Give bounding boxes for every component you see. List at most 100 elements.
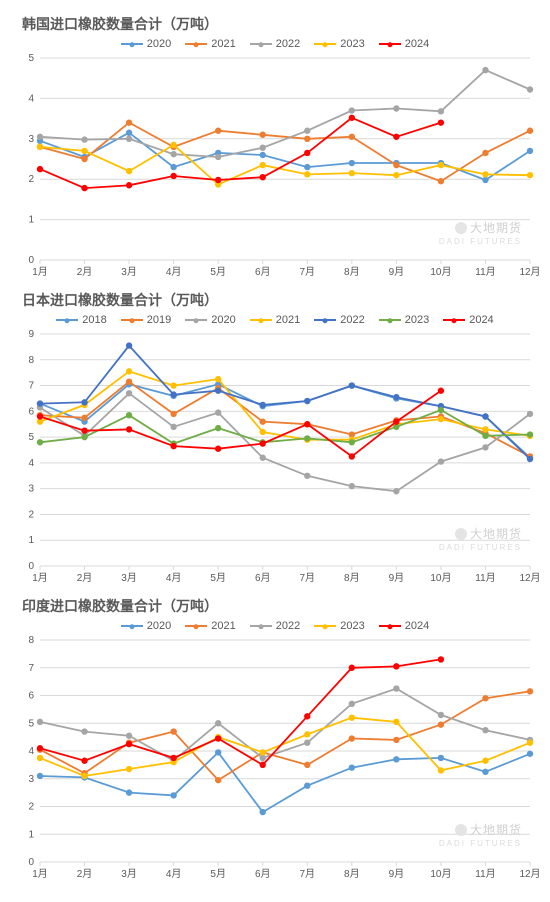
svg-text:2月: 2月 (77, 572, 93, 584)
svg-text:6月: 6月 (255, 572, 271, 584)
svg-text:3: 3 (28, 774, 34, 785)
legend-item: 2021 (185, 620, 235, 632)
chart-plot: 01234567891月2月3月4月5月6月7月8月9月10月11月12月 (10, 328, 540, 588)
svg-text:0: 0 (28, 857, 34, 868)
svg-text:3月: 3月 (121, 572, 137, 584)
svg-text:0: 0 (28, 255, 34, 266)
legend-swatch (121, 319, 143, 321)
svg-text:1: 1 (28, 535, 34, 546)
svg-text:9月: 9月 (389, 266, 405, 278)
legend-label: 2020 (211, 314, 235, 326)
legend-item: 2022 (250, 38, 300, 50)
svg-text:1: 1 (28, 215, 34, 226)
legend-item: 2022 (250, 620, 300, 632)
legend-item: 2019 (121, 314, 171, 326)
svg-text:11月: 11月 (475, 572, 495, 584)
legend-swatch (250, 43, 272, 45)
legend-swatch (443, 319, 465, 321)
legend-label: 2020 (147, 620, 171, 632)
legend-swatch (379, 319, 401, 321)
svg-text:4月: 4月 (166, 266, 182, 278)
svg-text:2月: 2月 (77, 868, 93, 880)
svg-text:4: 4 (28, 458, 34, 469)
svg-text:7: 7 (28, 381, 34, 392)
legend-label: 2019 (147, 314, 171, 326)
legend-swatch (185, 319, 207, 321)
svg-text:6月: 6月 (255, 266, 271, 278)
svg-text:3: 3 (28, 134, 34, 145)
svg-text:9: 9 (28, 329, 34, 340)
svg-text:8月: 8月 (344, 266, 360, 278)
svg-text:7月: 7月 (299, 266, 315, 278)
legend-swatch (379, 625, 401, 627)
svg-text:9月: 9月 (389, 572, 405, 584)
legend-swatch (185, 43, 207, 45)
legend-item: 2022 (314, 314, 364, 326)
svg-text:1月: 1月 (32, 572, 48, 584)
svg-text:4月: 4月 (166, 572, 182, 584)
chart-0: 韩国进口橡胶数量合计（万吨）20202021202220232024012345… (10, 14, 540, 282)
legend-label: 2023 (340, 38, 364, 50)
legend-item: 2024 (443, 314, 493, 326)
svg-text:3: 3 (28, 484, 34, 495)
svg-text:5: 5 (28, 53, 34, 64)
legend-item: 2023 (379, 314, 429, 326)
legend-label: 2022 (340, 314, 364, 326)
legend-label: 2024 (469, 314, 493, 326)
chart-2: 印度进口橡胶数量合计（万吨）20202021202220232024012345… (10, 596, 540, 884)
svg-text:3月: 3月 (121, 868, 137, 880)
chart-1: 日本进口橡胶数量合计（万吨）20182019202020212022202320… (10, 290, 540, 588)
legend-swatch (121, 625, 143, 627)
legend-swatch (314, 319, 336, 321)
svg-text:10月: 10月 (430, 266, 451, 278)
chart-plot: 0123456781月2月3月4月5月6月7月8月9月10月11月12月 (10, 634, 540, 884)
legend-label: 2023 (405, 314, 429, 326)
svg-text:8月: 8月 (344, 572, 360, 584)
legend-item: 2023 (314, 620, 364, 632)
legend-label: 2021 (276, 314, 300, 326)
svg-text:2: 2 (28, 509, 34, 520)
svg-text:10月: 10月 (430, 868, 451, 880)
svg-text:2: 2 (28, 802, 34, 813)
svg-text:8: 8 (28, 355, 34, 366)
chart-title: 韩国进口橡胶数量合计（万吨） (22, 14, 540, 34)
svg-text:6: 6 (28, 406, 34, 417)
svg-text:12月: 12月 (519, 572, 540, 584)
svg-text:11月: 11月 (475, 266, 495, 278)
legend-label: 2023 (340, 620, 364, 632)
chart-plot: 0123451月2月3月4月5月6月7月8月9月10月11月12月 (10, 52, 540, 282)
svg-text:4月: 4月 (166, 868, 182, 880)
svg-text:6: 6 (28, 691, 34, 702)
legend-swatch (56, 319, 78, 321)
legend-item: 2024 (379, 620, 429, 632)
svg-text:1月: 1月 (32, 868, 48, 880)
legend-swatch (314, 625, 336, 627)
svg-text:5月: 5月 (210, 868, 226, 880)
legend-swatch (121, 43, 143, 45)
legend-swatch (185, 625, 207, 627)
svg-text:4: 4 (28, 746, 34, 757)
svg-text:5月: 5月 (210, 572, 226, 584)
svg-text:1: 1 (28, 829, 34, 840)
legend-label: 2024 (405, 620, 429, 632)
svg-text:0: 0 (28, 561, 34, 572)
legend-item: 2020 (121, 620, 171, 632)
svg-text:5月: 5月 (210, 266, 226, 278)
legend-label: 2018 (82, 314, 106, 326)
legend-label: 2021 (211, 38, 235, 50)
svg-text:2月: 2月 (77, 266, 93, 278)
chart-legend: 20202021202220232024 (10, 38, 540, 50)
legend-item: 2021 (250, 314, 300, 326)
legend-item: 2023 (314, 38, 364, 50)
svg-text:7月: 7月 (299, 572, 315, 584)
legend-label: 2021 (211, 620, 235, 632)
svg-text:2: 2 (28, 174, 34, 185)
chart-title: 日本进口橡胶数量合计（万吨） (22, 290, 540, 310)
svg-text:12月: 12月 (519, 266, 540, 278)
svg-text:1月: 1月 (32, 266, 48, 278)
legend-swatch (250, 319, 272, 321)
svg-text:9月: 9月 (389, 868, 405, 880)
legend-label: 2024 (405, 38, 429, 50)
svg-text:5: 5 (28, 432, 34, 443)
svg-text:12月: 12月 (519, 868, 540, 880)
